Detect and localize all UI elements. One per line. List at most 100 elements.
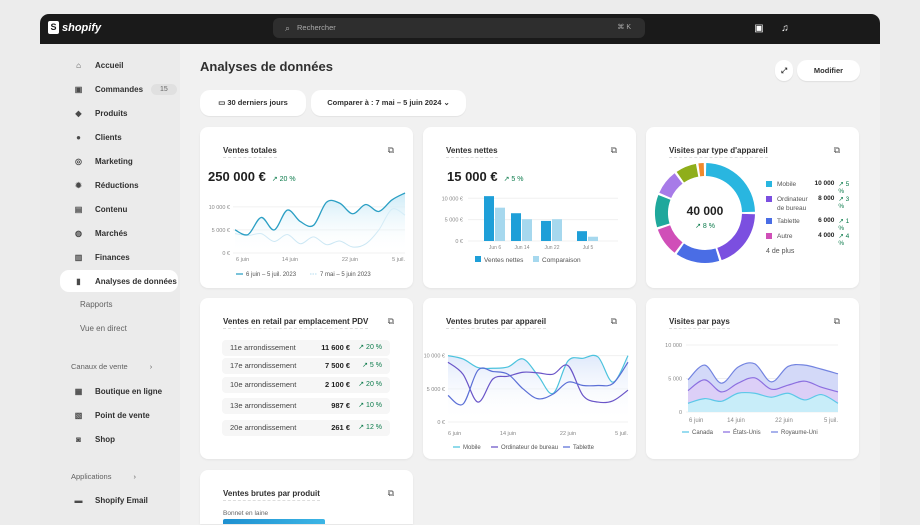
sidebar-item-point-de-vente[interactable]: ▧ Point de vente [60, 404, 178, 426]
sidebar-item-label: Accueil [95, 60, 124, 70]
explore-icon[interactable]: ⧉ [387, 316, 394, 326]
card-ventes-brutes-appareil[interactable]: 0 € 5 000 € 10 000 € 6 juin 14 juin 22 juin 5 … [423, 298, 636, 459]
change-value: ↗ 20 % [358, 344, 382, 351]
legend-change: ↗ 4 % [838, 233, 850, 247]
explore-icon[interactable]: ⧉ [610, 316, 617, 326]
sidebar-item-7[interactable]: ◍ Marchés [60, 222, 178, 244]
table-row[interactable]: 10e arrondissement 2 100 € ↗ 20 % [222, 377, 390, 393]
change-value: ↗ 10 % [358, 402, 382, 409]
card-visites-pays[interactable]: 0 5 000 10 000 6 juin 14 juin 22 juin 5 juil. C… [646, 298, 859, 459]
y-tick-label: 5 000 € [212, 228, 230, 234]
card-title: Ventes en retail par emplacement PDV [223, 317, 369, 329]
legend-label[interactable]: 6 juin – 5 juil. 2023 [246, 272, 297, 278]
explore-icon[interactable]: ⧉ [387, 488, 394, 498]
calendar-icon: ▭ [218, 98, 228, 107]
sidebar-item-2[interactable]: ◆ Produits [60, 102, 178, 124]
sidebar-section-sales_channels[interactable]: Canaux de vente › [71, 362, 152, 371]
card-retail[interactable]: Ventes en retail par emplacement PDV ⧉ 1… [200, 298, 413, 459]
bar-ventes-nettes[interactable] [541, 220, 551, 241]
bar-ventes-nettes[interactable] [484, 196, 494, 241]
table-row[interactable]: 11e arrondissement 11 600 € ↗ 20 % [222, 340, 390, 356]
sidebar-item-shopify-email[interactable]: ▬ Shopify Email [60, 489, 178, 511]
legend-item[interactable]: Ordinateur de bureau 8 000 ↗ 3 % [766, 195, 856, 213]
donut-segment-autre[interactable] [657, 225, 683, 253]
sidebar-item-5[interactable]: ✹ Réductions [60, 174, 178, 196]
legend-label[interactable]: Canada [692, 430, 714, 436]
sidebar-item-4[interactable]: ◎ Marketing [60, 150, 178, 172]
compare-dropdown[interactable]: Comparer à : 7 mai – 5 juin 2024 ⌄ [311, 90, 466, 116]
bar-comparaison[interactable] [495, 207, 505, 241]
card-title: Visites par type d'appareil [669, 146, 768, 158]
x-tick-label: 5 juil. [824, 418, 838, 424]
ventes-brutes-appareil-chart: 0 € 5 000 € 10 000 € 6 juin 14 juin 22 juin 5 … [424, 354, 629, 451]
donut-segment-7[interactable] [698, 163, 705, 177]
legend-label[interactable]: Tablette [573, 445, 595, 451]
card-ventes-produit[interactable]: Ventes brutes par produit ⧉ Bonnet en la… [200, 470, 413, 524]
legend-label[interactable]: Ordinateur de bureau [501, 445, 558, 451]
legend-label[interactable]: Royaume-Uni [781, 430, 818, 436]
pos-icon: ▧ [74, 410, 83, 420]
card-title: Ventes totales [223, 146, 277, 158]
legend-label[interactable]: États-Unis [733, 429, 761, 436]
donut-segment-mobile[interactable] [705, 163, 755, 213]
y-tick-label: 5 000 [668, 377, 682, 383]
legend-item[interactable]: Mobile 10 000 ↗ 5 % [766, 180, 856, 195]
legend-item[interactable]: Autre 4 000 ↗ 4 % [766, 232, 856, 247]
bar-ventes-nettes[interactable] [511, 213, 521, 241]
bell-icon[interactable]: ♫ [781, 23, 789, 34]
sidebar-item-1[interactable]: ▣ Commandes 15 [60, 78, 178, 100]
sidebar-item-boutique-en-ligne[interactable]: ▦ Boutique en ligne [60, 380, 178, 402]
table-row[interactable]: 20e arrondissement 261 € ↗ 12 % [222, 420, 390, 436]
donut-segment-4[interactable] [655, 195, 671, 228]
legend-label[interactable]: Ventes nettes [484, 257, 524, 264]
card-visites-appareil[interactable]: Visites par type d'appareil ⧉ 40 000 ↗ 8… [646, 127, 859, 288]
donut-segment-tablette[interactable] [676, 243, 720, 263]
legend-item[interactable]: Tablette 6 000 ↗ 1 % [766, 217, 856, 232]
sidebar-item-9[interactable]: ▮ Analyses de données [60, 270, 178, 292]
sidebar-item-shop[interactable]: ◙ Shop [60, 428, 178, 450]
bar-comparaison[interactable] [552, 219, 562, 241]
chevron-right-icon: › [133, 472, 136, 481]
x-tick-label: Jun 6 [489, 245, 501, 251]
bar-comparaison[interactable] [588, 236, 598, 241]
donut-segment-ordinateur-de-bureau[interactable] [717, 213, 755, 261]
legend-change: ↗ 3 % [838, 196, 850, 210]
sidebar-subitem-0[interactable]: Rapports [80, 300, 113, 309]
donut-segment-5[interactable] [659, 173, 683, 198]
store-icon[interactable]: ▣ [754, 23, 764, 34]
explore-icon[interactable]: ⧉ [833, 145, 840, 155]
sidebar-item-label: Clients [95, 132, 122, 142]
sidebar-item-0[interactable]: ⌂ Accueil [60, 54, 178, 76]
card-ventes-totales[interactable]: 0 € 5 000 € 10 000 € 6 juin 14 juin 22 juin 5 … [200, 127, 413, 288]
location-name: 13e arrondissement [230, 401, 297, 410]
search-input[interactable]: ⌕ Rechercher ⌘ K [273, 18, 645, 38]
sidebar-subitem-1[interactable]: Vue en direct [80, 324, 127, 333]
explore-icon[interactable]: ⧉ [610, 145, 617, 155]
legend-label[interactable]: Comparaison [542, 257, 581, 264]
metric-value: 15 000 € ↗ 5 % [447, 169, 523, 184]
bar-ventes-nettes[interactable] [577, 231, 587, 241]
card-ventes-nettes[interactable]: 0 € 5 000 € 10 000 € Jun 6 Jun 14 Jun 22 Jul 5… [423, 127, 636, 288]
x-tick-label: 22 juin [560, 431, 576, 437]
sidebar-item-6[interactable]: ▤ Contenu [60, 198, 178, 220]
legend-label[interactable]: 7 mai – 5 juin 2023 [320, 272, 371, 278]
edit-button[interactable]: Modifier [797, 60, 860, 81]
legend-swatch [766, 233, 772, 239]
table-row[interactable]: 13e arrondissement 987 € ↗ 10 % [222, 398, 390, 414]
table-row[interactable]: 17e arrondissement 7 500 € ↗ 5 % [222, 358, 390, 374]
sidebar-item-8[interactable]: ▥ Finances [60, 246, 178, 268]
sidebar-item-3[interactable]: ● Clients [60, 126, 178, 148]
donut-segment-6[interactable] [676, 163, 699, 183]
date-range-button[interactable]: ▭ 30 derniers jours [200, 90, 306, 116]
legend-label[interactable]: Mobile [463, 445, 481, 451]
y-tick-label: 10 000 € [424, 354, 445, 360]
fullscreen-button[interactable]: ⤢ [775, 60, 793, 81]
explore-icon[interactable]: ⧉ [833, 316, 840, 326]
legend-swatch [533, 256, 539, 262]
sidebar-section-apps[interactable]: Applications › [71, 472, 136, 481]
more-link[interactable]: 4 de plus [766, 248, 795, 255]
x-tick-label: 14 juin [727, 418, 745, 424]
explore-icon[interactable]: ⧉ [387, 145, 394, 155]
bar-comparaison[interactable] [522, 219, 532, 241]
